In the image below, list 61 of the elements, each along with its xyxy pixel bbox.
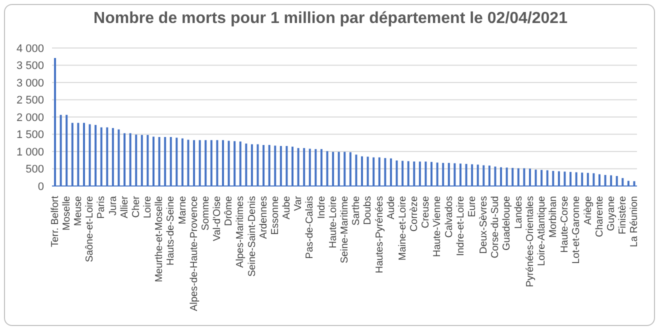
x-tick-label: Essonne [270,196,281,235]
y-tick-label: 3 000 [16,77,44,90]
x-tick-label: Marne [177,196,188,224]
x-tick-label: Eure [466,196,478,218]
y-tick-label: 3 500 [16,60,44,72]
x-tick-label: Corse-du-Sud [490,196,502,258]
x-tick-label: Meurthe-et-Moselle [154,196,166,282]
x-tick-label: La Réunion [629,196,640,248]
x-tick-label: Somme [200,196,212,230]
x-tick-label: Pas-de-Calais [304,196,316,259]
x-tick-label: Allier [119,195,130,218]
x-tick-label: Drôme [224,196,235,226]
x-tick-label: Guyane [606,196,617,232]
x-tick-label: Terr. Belfort [50,196,61,248]
x-tick-label: Maine-et-Loire [397,196,408,260]
x-tick-label: Seine-Maritime [340,196,350,264]
x-tick-label: Ardennes [258,196,270,239]
x-tick-label: Charente [594,196,606,238]
x-tick-label: Loire [142,196,154,218]
x-tick-label: Landes [513,196,524,229]
x-tick-label: Corrèze [409,196,420,232]
x-tick-label: Ariège [582,196,594,225]
x-tick-label: Lot-et-Garonne [571,196,582,264]
x-tick-label: Indre-et-Loire [455,196,466,256]
x-tick-label: Aude [386,196,397,220]
x-tick-label: Alpes-de-Haute-Provence [188,196,200,312]
x-tick-label: Deux-Sèvres [478,196,490,254]
y-tick-label: 500 [26,164,44,176]
x-tick-label: Calvados [444,196,455,238]
y-tick-label: 4 000 [16,42,44,55]
x-tick-label: Seine-Saint-Denis [246,196,258,277]
y-tick-label: 2 500 [16,94,44,107]
y-tick-label: 1 000 [16,146,44,158]
x-tick-label: Val-d'Oise [212,196,224,242]
x-tick-label: Cher [130,195,142,218]
x-tick-label: Finistère [618,196,629,234]
x-tick-label: Haute-Vienne [432,196,444,257]
y-tick-label: 0 [38,180,44,193]
x-tick-label: Indre [316,196,328,219]
x-tick-label: Haute-Corse [560,196,571,253]
x-tick-label: Guadeloupe [502,196,513,250]
x-tick-label: Alpes-Maritimes [235,196,246,268]
x-tick-label: Loire-Atlantique [536,196,548,266]
x-tick-label: Haute-Loire [328,196,339,248]
x-tick-label: Hautes-Pyrénées [374,196,386,274]
x-tick-label: Pyrénées-Orientales [524,196,536,288]
chart-title: Nombre de morts pour 1 million par département le 02/04/2021 [92,10,568,28]
x-tick-label: Creuse [420,196,432,228]
x-tick-label: Moselle [61,196,72,230]
x-tick-label: Doubs [362,196,374,225]
x-tick-label: Paris [96,196,108,219]
x-tick-label: Hauts-de-Seine [166,196,177,266]
x-tick-label: Sarthe [351,196,362,226]
x-tick-label: Aube [282,196,293,220]
x-tick-label: Morbihan [548,196,560,238]
x-tick-label: Jura [108,196,119,216]
x-tick-label: Saône-et-Loire [84,196,96,262]
y-tick-label: 1 500 [16,129,44,142]
y-tick-label: 2 000 [16,112,44,124]
x-tick-label: Var [293,195,304,211]
x-tick-label: Meuse [73,196,84,226]
